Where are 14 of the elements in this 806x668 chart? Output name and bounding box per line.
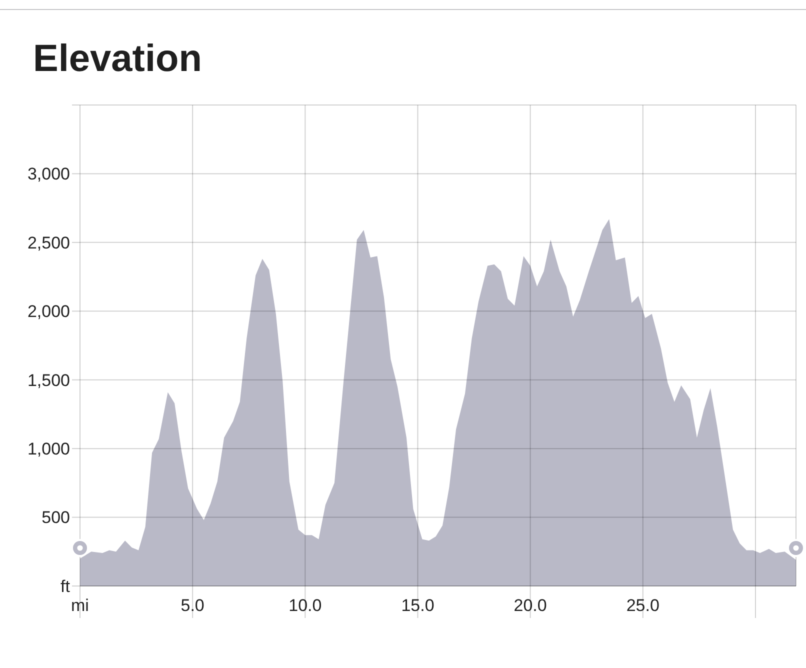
y-tick-label: 500 [42, 508, 70, 528]
x-tick-label: 10.0 [288, 596, 322, 615]
y-tick-label: 2,000 [27, 302, 70, 322]
x-tick-label: 20.0 [514, 596, 547, 615]
y-tick-label: 1,000 [27, 440, 70, 459]
y-tick-label: 2,500 [27, 233, 70, 252]
x-tick-label: 25.0 [626, 596, 660, 615]
x-tick-label: mi [71, 596, 89, 615]
chart-title: Elevation [33, 38, 202, 80]
y-tick-label: 3,000 [27, 164, 70, 184]
x-tick-label: 5.0 [180, 596, 204, 615]
x-tick-label: 15.0 [401, 596, 434, 615]
y-tick-label: ft [60, 576, 70, 596]
y-tick-label: 1,500 [27, 370, 70, 390]
